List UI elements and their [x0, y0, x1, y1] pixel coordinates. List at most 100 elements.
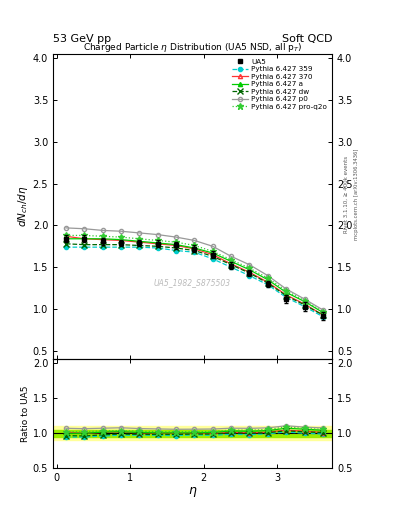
Pythia 6.427 pro-q2o	[119, 234, 123, 240]
Pythia 6.427 359	[155, 245, 160, 251]
Pythia 6.427 dw	[82, 242, 86, 248]
Text: Soft QCD: Soft QCD	[282, 33, 332, 44]
Pythia 6.427 p0	[247, 262, 252, 268]
Bar	[53, 426, 332, 440]
Pythia 6.427 370	[247, 269, 252, 275]
Pythia 6.427 p0	[119, 228, 123, 234]
Legend: UA5, Pythia 6.427 359, Pythia 6.427 370, Pythia 6.427 a, Pythia 6.427 dw, Pythia: UA5, Pythia 6.427 359, Pythia 6.427 370,…	[231, 57, 329, 111]
Pythia 6.427 pro-q2o	[137, 236, 142, 242]
Pythia 6.427 370	[174, 242, 178, 248]
Pythia 6.427 370	[302, 301, 307, 307]
Pythia 6.427 370	[100, 237, 105, 243]
Pythia 6.427 a	[266, 276, 270, 283]
Pythia 6.427 pro-q2o	[100, 233, 105, 239]
Pythia 6.427 359	[64, 244, 68, 250]
Pythia 6.427 359	[192, 249, 197, 255]
Text: 53 GeV pp: 53 GeV pp	[53, 33, 111, 44]
Pythia 6.427 p0	[284, 286, 288, 292]
Pythia 6.427 359	[174, 247, 178, 253]
Pythia 6.427 dw	[137, 242, 142, 248]
Pythia 6.427 p0	[174, 234, 178, 240]
Text: Rivet 3.1.10, ≥ 400k events: Rivet 3.1.10, ≥ 400k events	[344, 156, 349, 233]
Pythia 6.427 359	[229, 264, 233, 270]
Pythia 6.427 dw	[302, 302, 307, 308]
Pythia 6.427 370	[192, 246, 197, 252]
Pythia 6.427 370	[137, 239, 142, 245]
Pythia 6.427 p0	[266, 272, 270, 279]
Y-axis label: Ratio to UA5: Ratio to UA5	[21, 386, 30, 442]
Line: Pythia 6.427 dw: Pythia 6.427 dw	[63, 241, 326, 318]
Pythia 6.427 pro-q2o	[64, 232, 68, 239]
Pythia 6.427 dw	[155, 243, 160, 249]
Pythia 6.427 a	[119, 237, 123, 243]
Pythia 6.427 a	[137, 238, 142, 244]
Pythia 6.427 dw	[229, 262, 233, 268]
Pythia 6.427 p0	[302, 296, 307, 302]
Pythia 6.427 a	[247, 267, 252, 273]
Pythia 6.427 p0	[210, 243, 215, 249]
Pythia 6.427 dw	[119, 242, 123, 248]
Pythia 6.427 pro-q2o	[302, 297, 307, 304]
Pythia 6.427 p0	[64, 225, 68, 231]
Pythia 6.427 370	[210, 251, 215, 258]
Pythia 6.427 pro-q2o	[210, 248, 215, 254]
Pythia 6.427 pro-q2o	[284, 288, 288, 294]
Text: mcplots.cern.ch [arXiv:1306.3436]: mcplots.cern.ch [arXiv:1306.3436]	[354, 149, 359, 240]
Pythia 6.427 pro-q2o	[247, 265, 252, 271]
Pythia 6.427 359	[302, 304, 307, 310]
Bar	[53, 430, 332, 437]
Pythia 6.427 a	[100, 236, 105, 242]
Pythia 6.427 pro-q2o	[174, 239, 178, 245]
Line: Pythia 6.427 359: Pythia 6.427 359	[64, 245, 325, 319]
Title: Charged Particle $\eta$ Distribution (UA5 NSD, all p$_T$): Charged Particle $\eta$ Distribution (UA…	[83, 40, 302, 54]
Pythia 6.427 a	[82, 236, 86, 242]
Pythia 6.427 p0	[321, 307, 325, 313]
Pythia 6.427 a	[229, 259, 233, 265]
Line: Pythia 6.427 370: Pythia 6.427 370	[64, 234, 325, 317]
Pythia 6.427 370	[64, 233, 68, 239]
Pythia 6.427 a	[284, 289, 288, 295]
Pythia 6.427 359	[321, 313, 325, 319]
Pythia 6.427 359	[266, 282, 270, 288]
Pythia 6.427 pro-q2o	[155, 238, 160, 244]
Pythia 6.427 a	[64, 236, 68, 242]
Pythia 6.427 p0	[155, 231, 160, 238]
Pythia 6.427 a	[321, 309, 325, 315]
Pythia 6.427 370	[119, 238, 123, 244]
Line: Pythia 6.427 pro-q2o: Pythia 6.427 pro-q2o	[63, 232, 326, 315]
Pythia 6.427 370	[266, 279, 270, 285]
Pythia 6.427 dw	[284, 293, 288, 299]
Pythia 6.427 p0	[229, 253, 233, 260]
Pythia 6.427 p0	[137, 230, 142, 236]
Pythia 6.427 pro-q2o	[229, 257, 233, 263]
Pythia 6.427 dw	[174, 245, 178, 251]
Pythia 6.427 359	[137, 244, 142, 250]
Text: UA5_1982_S875503: UA5_1982_S875503	[154, 279, 231, 287]
Pythia 6.427 pro-q2o	[321, 309, 325, 315]
Pythia 6.427 dw	[100, 242, 105, 248]
Pythia 6.427 359	[100, 244, 105, 250]
Pythia 6.427 a	[210, 250, 215, 256]
Pythia 6.427 dw	[266, 280, 270, 286]
Pythia 6.427 dw	[64, 241, 68, 247]
Pythia 6.427 370	[284, 292, 288, 298]
Pythia 6.427 370	[321, 312, 325, 318]
Line: Pythia 6.427 a: Pythia 6.427 a	[64, 237, 325, 314]
Pythia 6.427 359	[284, 294, 288, 301]
Pythia 6.427 dw	[210, 253, 215, 260]
Pythia 6.427 a	[302, 298, 307, 305]
Pythia 6.427 pro-q2o	[82, 232, 86, 239]
Pythia 6.427 359	[247, 272, 252, 279]
Pythia 6.427 a	[192, 245, 197, 251]
Pythia 6.427 p0	[192, 238, 197, 244]
Pythia 6.427 370	[229, 261, 233, 267]
Pythia 6.427 370	[82, 236, 86, 242]
Pythia 6.427 359	[210, 256, 215, 262]
Pythia 6.427 359	[82, 244, 86, 250]
Pythia 6.427 359	[119, 244, 123, 250]
Line: Pythia 6.427 p0: Pythia 6.427 p0	[64, 226, 325, 312]
Pythia 6.427 pro-q2o	[192, 242, 197, 248]
Y-axis label: $dN_{ch}/d\eta$: $dN_{ch}/d\eta$	[16, 186, 30, 227]
Pythia 6.427 p0	[82, 226, 86, 232]
Pythia 6.427 p0	[100, 227, 105, 233]
